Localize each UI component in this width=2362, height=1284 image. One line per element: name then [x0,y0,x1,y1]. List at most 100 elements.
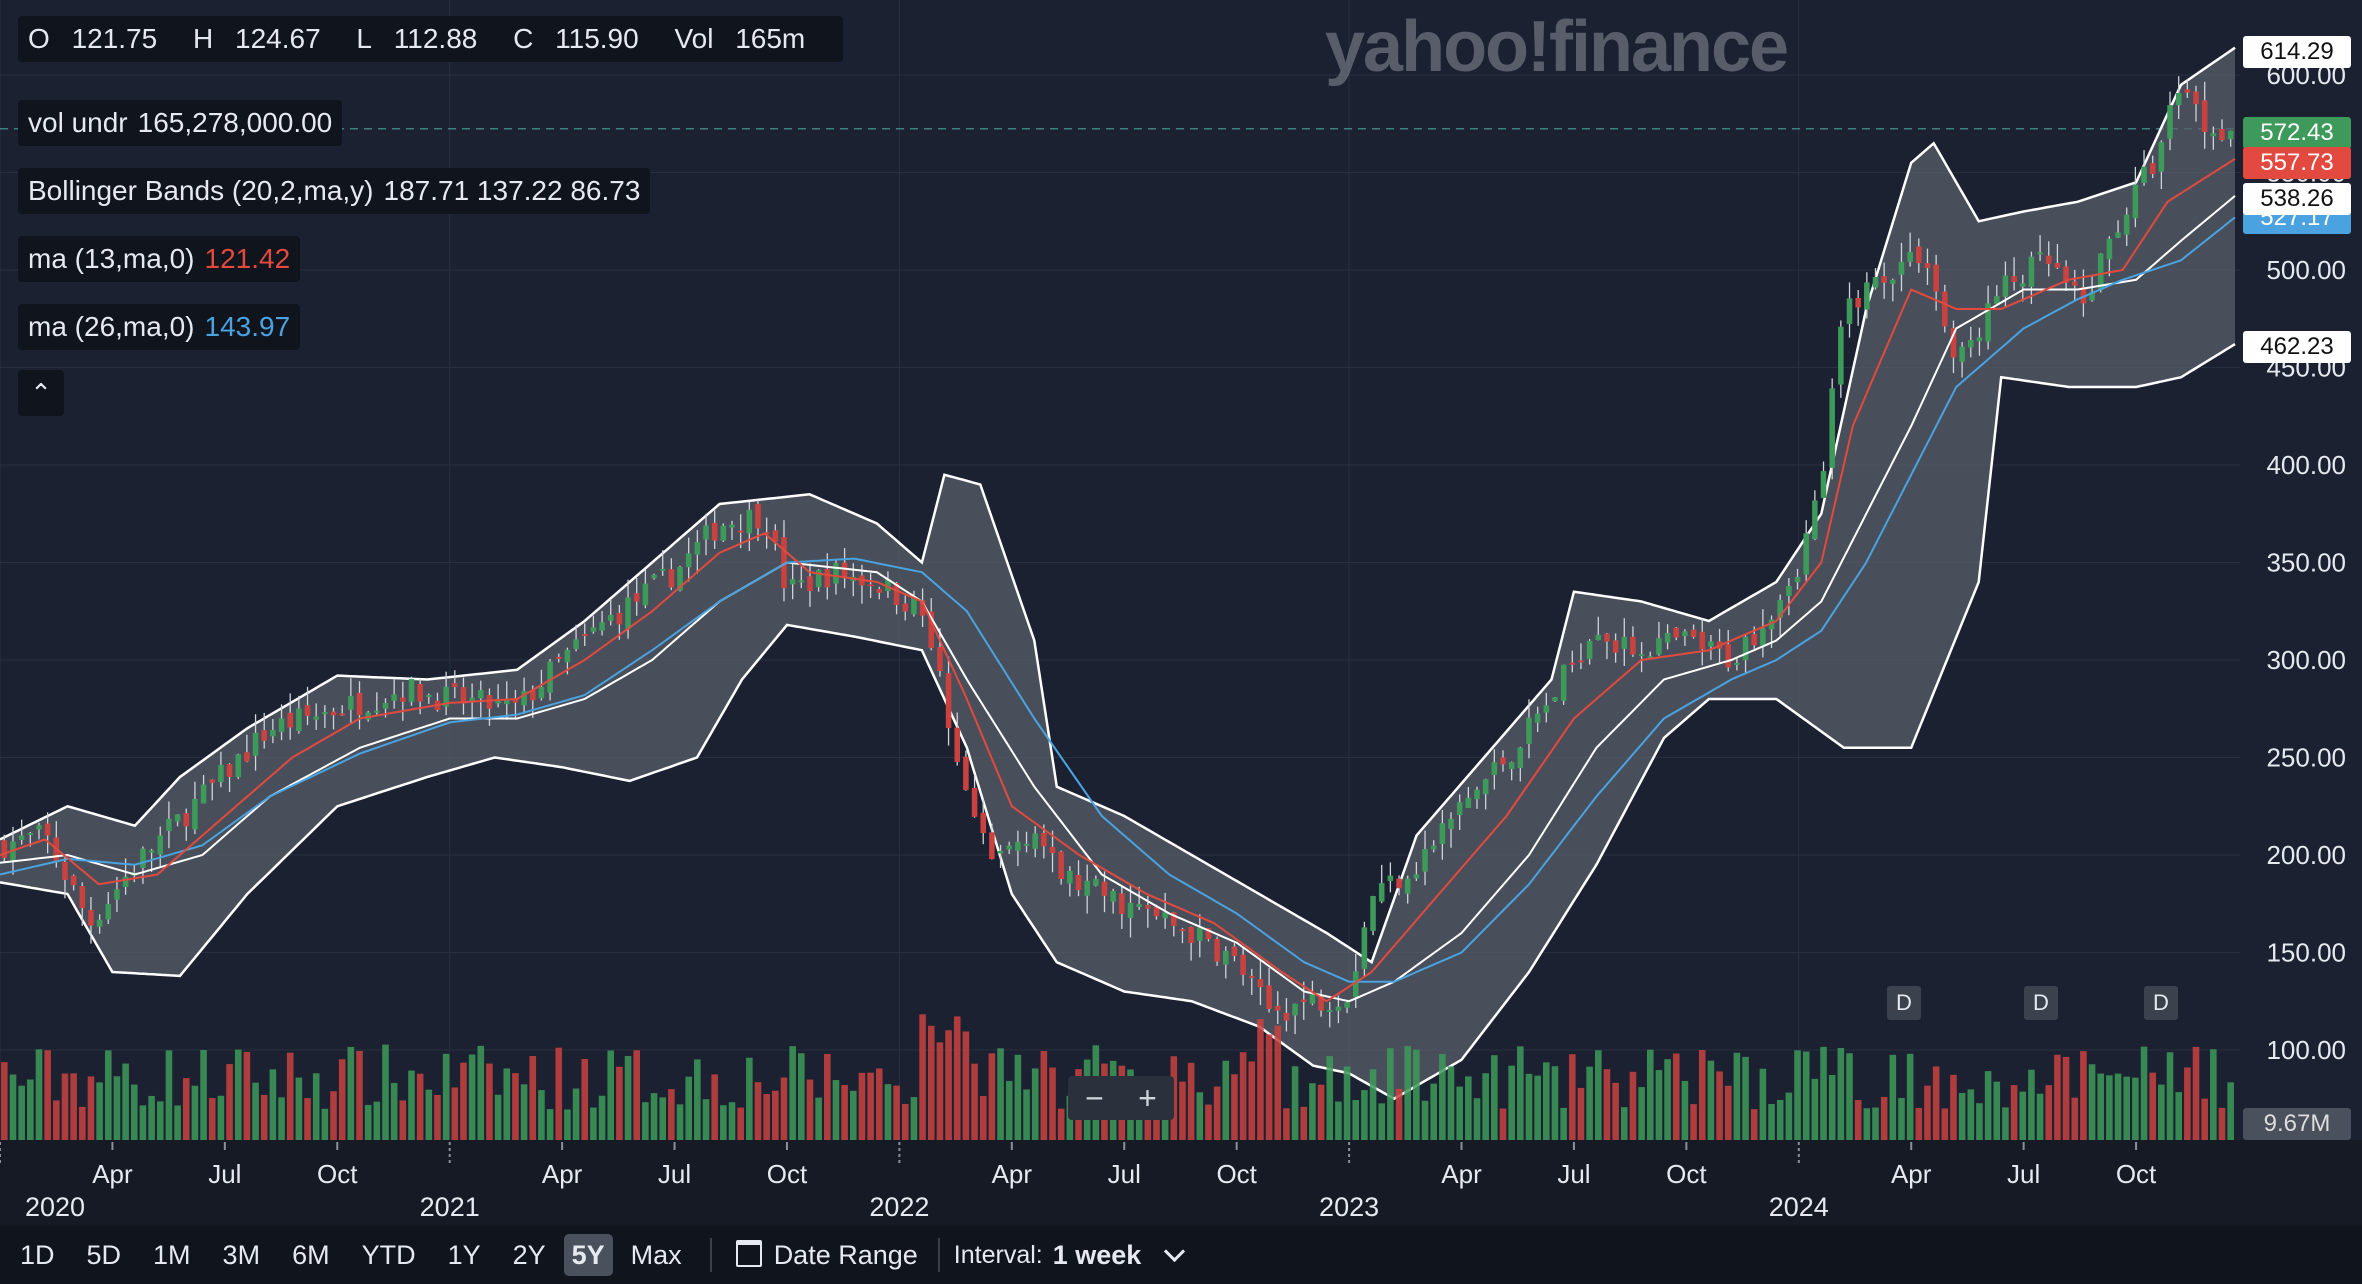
candle-body [122,876,129,888]
candle-body [2089,291,2095,301]
volume-bar [321,1108,329,1140]
candle-body [789,579,796,585]
volume-bar [408,1070,415,1140]
candle-body [659,568,666,571]
volume-bar [659,1097,666,1140]
range-5y-button[interactable]: 5Y [563,1234,613,1276]
volume-bar [2140,1046,2148,1140]
candle-body [1093,879,1099,886]
bollinger-legend[interactable]: Bollinger Bands (20,2,ma,y) 187.71 137.22… [18,168,651,214]
candle-body [62,861,68,881]
range-3m-button[interactable]: 3M [222,1240,261,1270]
candle-body [400,697,406,702]
candle-body [1751,634,1757,646]
candle-body [1560,664,1567,701]
volume-bar [1759,1068,1767,1140]
volume-bar [1594,1050,1602,1140]
volume-bar [1898,1097,1905,1140]
range-6m-button[interactable]: 6M [292,1240,330,1270]
y-tick-label: 200.00 [2266,840,2346,870]
candle-body [1145,905,1151,909]
volume-bar [434,1094,441,1140]
volume-bar [217,1095,225,1140]
volume-bar [503,1068,511,1140]
volume-bar [1231,1074,1238,1140]
ohlc-legend: O 121.75 H 124.67 L 112.88 C 115.90 Vol … [18,16,844,62]
x-year-label: 2022 [869,1192,929,1222]
candle-body [1084,880,1090,896]
volume-bar [113,1076,121,1140]
ma13-tag: 557.73 [2243,147,2351,179]
candle-body [1829,388,1835,468]
volume-bar [1395,1088,1403,1140]
volume-bar [2210,1049,2217,1140]
range-2y-button[interactable]: 2Y [512,1240,546,1270]
volume-bar [2002,1107,2009,1140]
volume-bar [1889,1054,1897,1140]
date-range-button[interactable]: Date Range [730,1234,924,1276]
volume-bar [2227,1082,2234,1140]
y-tick-label: 400.00 [2266,450,2346,480]
x-axis-background [0,1140,2362,1226]
candle-body [1240,954,1246,975]
volume-bar [1707,1060,1715,1140]
candle-body [1682,631,1688,637]
candle-body [79,886,86,909]
collapse-legend-button[interactable]: ⌃ [18,370,64,416]
candle-body [417,684,423,702]
zoom-in-button[interactable]: + [1138,1080,1157,1116]
y-tick-label: 150.00 [2266,938,2346,968]
candle-body [1500,757,1506,765]
price-chart[interactable]: 100.00 150.00 200.00 250.00 300.00 350.00 400.… [0,0,2362,1226]
candle-body [469,697,475,702]
candle-body [2106,238,2113,260]
toolbar-separator [937,1238,940,1272]
volume-bar [936,1042,944,1140]
range-1m-button[interactable]: 1M [153,1240,191,1270]
range-max-button[interactable]: Max [630,1240,682,1270]
volume-bar [1794,1050,1801,1140]
x-month-label: Apr [92,1159,133,1189]
candle-body [322,712,328,715]
candle-body [2028,256,2035,287]
candle-body [997,850,1004,854]
ma13-legend[interactable]: ma (13,ma,0) 121.42 [18,236,301,282]
volume-bar [1569,1054,1576,1140]
ma26-legend[interactable]: ma (26,ma,0) 143.97 [18,304,301,350]
volume-bar [260,1094,268,1140]
range-1d-button[interactable]: 1D [20,1240,55,1270]
candle-body [382,702,389,709]
range-1y-button[interactable]: 1Y [447,1240,481,1270]
dividend-marker[interactable]: D [2144,986,2178,1020]
candle-body [1586,640,1593,659]
range-ytd-button[interactable]: YTD [361,1240,416,1270]
candle-body [1647,656,1654,659]
candle-body [2158,142,2165,172]
zoom-out-button[interactable]: − [1085,1080,1104,1116]
volume-bar [607,1050,615,1140]
candle-body [226,764,233,777]
candle-body [1223,950,1229,965]
candle-body [1725,644,1731,668]
candle-body [1006,845,1012,850]
volume-bar [841,1085,848,1140]
dividend-marker[interactable]: D [2024,986,2058,1020]
candle-body [1205,928,1212,940]
range-5d-button[interactable]: 5D [86,1240,122,1270]
volume-bar [598,1095,606,1140]
volume-bar [2132,1077,2139,1140]
volume-bar [226,1064,233,1140]
candle-body [1136,904,1142,907]
candle-body [348,696,354,710]
candle-body [70,875,77,886]
candle-body [911,596,917,615]
x-year-label: 2021 [420,1192,480,1222]
volume-bar [200,1049,207,1140]
interval-selector[interactable]: Interval: 1 week [954,1240,1186,1271]
candle-body [140,848,146,868]
volume-legend[interactable]: vol undr 165,278,000.00 [18,100,343,146]
candle-body [1630,636,1636,655]
x-month-label: Oct [2116,1159,2157,1189]
volume-bar [1976,1103,1983,1140]
dividend-marker[interactable]: D [1887,986,1921,1020]
